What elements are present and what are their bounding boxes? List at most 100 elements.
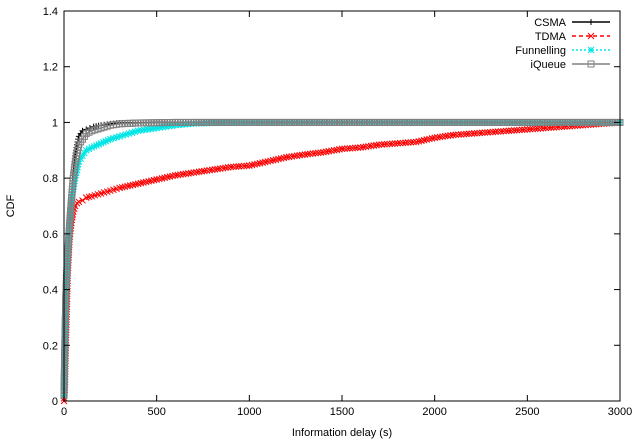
data-point-tdma	[320, 148, 327, 156]
y-tick-label: 0.4	[43, 285, 58, 297]
data-point-tdma	[516, 126, 523, 134]
legend-marker-iqueue	[587, 60, 595, 68]
data-point-tdma	[240, 162, 248, 170]
data-point-tdma	[190, 169, 198, 176]
data-point-tdma	[121, 183, 129, 191]
data-point-tdma	[169, 172, 176, 180]
data-point-tdma	[116, 184, 123, 192]
data-point-tdma	[155, 175, 163, 183]
data-point-tdma	[526, 125, 534, 133]
data-point-tdma	[378, 141, 386, 148]
data-point-tdma	[222, 164, 229, 172]
data-point-tdma	[497, 128, 505, 135]
data-point-tdma	[537, 125, 544, 132]
data-point-tdma	[261, 158, 269, 166]
series-funnelling	[60, 119, 624, 399]
series-line-csma	[63, 121, 620, 396]
data-point-tdma	[134, 180, 142, 188]
data-point-tdma	[198, 168, 206, 175]
data-point-tdma	[211, 166, 219, 173]
data-point-tdma	[471, 130, 478, 137]
series-csma	[61, 119, 623, 399]
data-point-tdma	[399, 139, 407, 147]
series-layer	[60, 118, 624, 405]
data-point-tdma	[195, 168, 203, 176]
data-point-tdma	[259, 159, 266, 166]
data-point-tdma	[449, 131, 457, 139]
data-point-tdma	[521, 126, 529, 133]
data-point-tdma	[293, 152, 301, 160]
legend-label-csma: CSMA	[534, 17, 566, 29]
legend: CSMA TDMA Funnelling iQueue	[515, 17, 610, 71]
data-point-tdma	[129, 181, 137, 189]
legend-item-tdma: TDMA	[535, 31, 610, 43]
legend-label-tdma: TDMA	[535, 31, 567, 43]
y-tick-label: 1.2	[43, 62, 58, 74]
data-point-tdma	[505, 127, 513, 135]
data-point-tdma	[230, 163, 237, 171]
data-point-tdma	[349, 144, 356, 152]
data-point-tdma	[428, 134, 436, 142]
data-point-tdma	[436, 133, 444, 141]
data-point-tdma	[253, 160, 261, 168]
data-point-tdma	[431, 134, 439, 142]
data-point-tdma	[473, 129, 481, 137]
x-tick-label: 0	[61, 406, 67, 418]
data-point-tdma	[494, 128, 502, 135]
x-tick-label: 1000	[237, 406, 261, 418]
data-point-tdma	[158, 174, 166, 182]
data-point-tdma	[534, 125, 542, 132]
data-point-tdma	[148, 177, 155, 185]
data-point-tdma	[343, 145, 351, 152]
data-point-tdma	[455, 131, 462, 138]
data-point-tdma	[386, 140, 394, 148]
data-point-tdma	[322, 148, 330, 156]
data-point-tdma	[75, 198, 83, 206]
data-point-tdma	[79, 197, 86, 204]
data-point-tdma	[140, 179, 147, 186]
data-point-tdma	[508, 127, 515, 134]
data-point-tdma	[283, 153, 290, 161]
series-line-tdma	[63, 121, 621, 402]
data-point-tdma	[182, 170, 190, 178]
data-point-tdma	[142, 178, 150, 186]
legend-marker-tdma	[587, 32, 595, 40]
data-point-tdma	[457, 131, 465, 138]
data-point-tdma	[251, 161, 258, 168]
data-point-tdma	[264, 158, 272, 165]
data-point-tdma	[132, 180, 139, 188]
data-point-tdma	[171, 172, 179, 179]
data-point-tdma	[238, 162, 245, 170]
data-point-tdma	[290, 152, 298, 160]
data-point-tdma	[407, 138, 415, 146]
data-point-tdma	[404, 139, 412, 146]
x-tick-label: 3000	[608, 406, 632, 418]
data-point-tdma	[166, 173, 174, 180]
data-point-tdma	[333, 146, 341, 154]
data-point-tdma	[267, 157, 274, 165]
y-tick-label: 0	[52, 396, 58, 408]
data-point-tdma	[357, 144, 364, 151]
data-point-tdma	[502, 127, 510, 135]
data-point-tdma	[200, 167, 208, 175]
data-point-tdma	[463, 130, 470, 138]
data-point-tdma	[288, 153, 296, 160]
data-point-tdma	[296, 151, 303, 159]
data-point-tdma	[412, 138, 420, 146]
data-point-tdma	[375, 141, 383, 149]
legend-item-funnelling: Funnelling	[515, 45, 610, 57]
data-point-tdma	[153, 176, 161, 183]
data-point-tdma	[523, 126, 531, 133]
data-point-tdma	[476, 129, 484, 137]
data-point-tdma	[426, 135, 433, 143]
data-point-tdma	[381, 140, 388, 148]
data-point-tdma	[328, 147, 335, 155]
data-point-tdma	[150, 176, 158, 184]
x-axis-label: Information delay (s)	[292, 427, 392, 439]
data-point-tdma	[529, 125, 536, 133]
data-point-tdma	[269, 156, 277, 164]
data-point-tdma	[383, 140, 391, 148]
data-point-tdma	[145, 177, 153, 185]
data-point-tdma	[510, 127, 518, 134]
